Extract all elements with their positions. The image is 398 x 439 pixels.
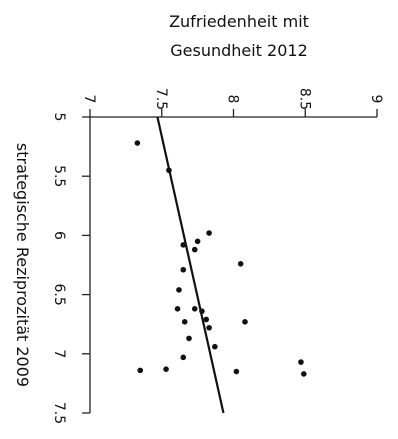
x-tick-label: 5	[51, 113, 67, 122]
data-point	[181, 319, 188, 325]
data-point	[134, 140, 141, 146]
x-tick-label: 7	[51, 349, 67, 358]
data-point	[301, 371, 307, 377]
data-point	[206, 324, 212, 331]
x-tick-label: 5.5	[51, 165, 67, 187]
data-point	[163, 366, 169, 372]
trend-line	[156, 116, 225, 414]
data-point	[176, 287, 182, 293]
x-tick-label: 6	[51, 231, 67, 240]
data-point	[203, 316, 210, 323]
data-point	[212, 343, 218, 350]
data-point	[237, 261, 244, 267]
x-axis-ticks: 5 5.5 6 6.5 7 7.5	[51, 113, 90, 424]
data-point	[194, 238, 201, 245]
data-point	[298, 359, 304, 365]
y-tick-label: 8.5	[296, 88, 312, 110]
data-point	[180, 266, 187, 273]
data-point	[242, 319, 248, 325]
chart-title-line-1: Zufriedenheit mit	[169, 12, 309, 31]
data-point	[186, 335, 192, 342]
data-point	[191, 246, 198, 253]
x-tick-label: 6.5	[51, 283, 67, 305]
y-tick-label: 7	[81, 95, 97, 104]
data-point	[166, 167, 172, 174]
data-point	[191, 306, 198, 312]
data-point	[233, 368, 240, 375]
data-point	[180, 242, 187, 248]
y-axis-ticks: 7 7.5 8 8.5 9	[81, 88, 384, 117]
data-point	[180, 354, 187, 361]
data-point	[174, 306, 181, 312]
chart-title-line-2: Gesundheit 2012	[170, 41, 308, 60]
y-tick-label: 9	[368, 95, 384, 104]
data-point	[206, 230, 212, 236]
data-point	[137, 367, 144, 374]
x-tick-label: 7.5	[51, 402, 67, 424]
y-tick-label: 7.5	[153, 88, 169, 110]
y-tick-label: 8	[225, 95, 241, 104]
x-axis-title: strategische Reziprozität 2009	[13, 143, 32, 387]
data-points	[134, 140, 307, 377]
data-point	[199, 308, 205, 314]
